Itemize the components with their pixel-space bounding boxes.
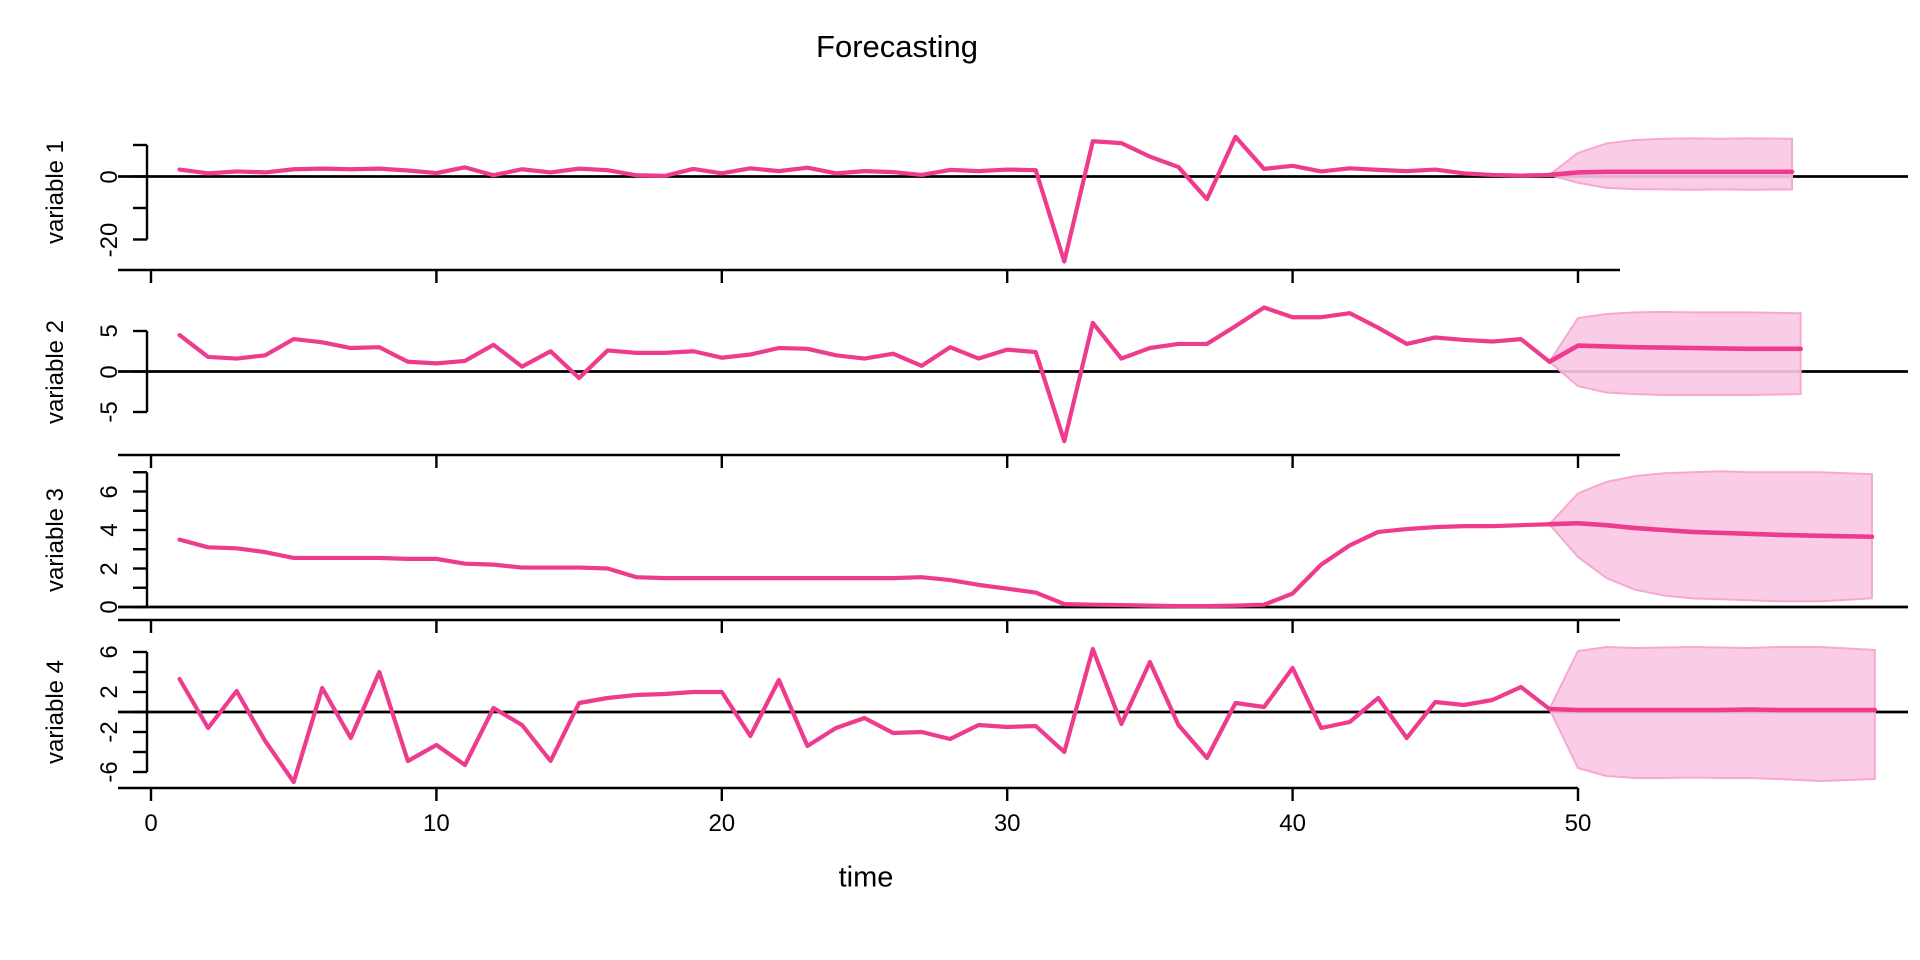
forecast-mean-panel-2: [1547, 343, 1803, 365]
forecast-band-panel-1: [1547, 137, 1794, 191]
x-tick-label: 10: [423, 810, 450, 837]
y-tick-label-panel-3: 2: [96, 561, 123, 576]
observed-line-panel-3: [177, 522, 1552, 609]
y-tick-label-panel-3: 0: [96, 600, 123, 614]
y-axis-label-panel-3: variable 3: [42, 487, 69, 592]
x-tick-label: 40: [1279, 810, 1306, 837]
x-tick-label: 0: [144, 810, 158, 837]
x-tick-label: 30: [993, 810, 1021, 837]
y-axis-label-panel-2: variable 2: [42, 319, 69, 424]
forecast-band-panel-2: [1548, 310, 1802, 396]
forecast-mean-panel-1: [1547, 169, 1795, 178]
y-tick-label-panel-3: 6: [96, 484, 123, 499]
observed-line-panel-1: [177, 134, 1552, 264]
y-tick-label-panel-3: 4: [96, 523, 123, 537]
y-tick-label-panel-4: -6: [96, 761, 123, 783]
y-tick-label-panel-2: 0: [96, 364, 123, 379]
forecast-mean-panel-4: [1547, 706, 1878, 713]
y-tick-label-panel-2: -5: [96, 401, 123, 423]
x-tick-label: 50: [1564, 810, 1592, 837]
y-tick-label-panel-1: -20: [96, 222, 123, 257]
y-tick-label-panel-4: 6: [96, 645, 123, 659]
observed-line-panel-2: [177, 305, 1552, 444]
y-tick-label-panel-1: 0: [96, 169, 123, 184]
forecast-mean-panel-3: [1547, 520, 1875, 540]
x-axis-title: time: [838, 861, 894, 894]
y-axis-label-panel-4: variable 4: [42, 659, 69, 765]
y-tick-label-panel-4: 2: [96, 685, 123, 699]
x-tick-label: 20: [708, 810, 736, 837]
chart-title: Forecasting: [816, 29, 978, 64]
y-axis-label-panel-1: variable 1: [42, 140, 69, 245]
y-tick-label-panel-4: -2: [96, 721, 123, 743]
y-tick-label-panel-2: 5: [96, 324, 123, 338]
forecast-band-panel-4: [1548, 645, 1876, 783]
observed-line-panel-4: [177, 646, 1552, 785]
